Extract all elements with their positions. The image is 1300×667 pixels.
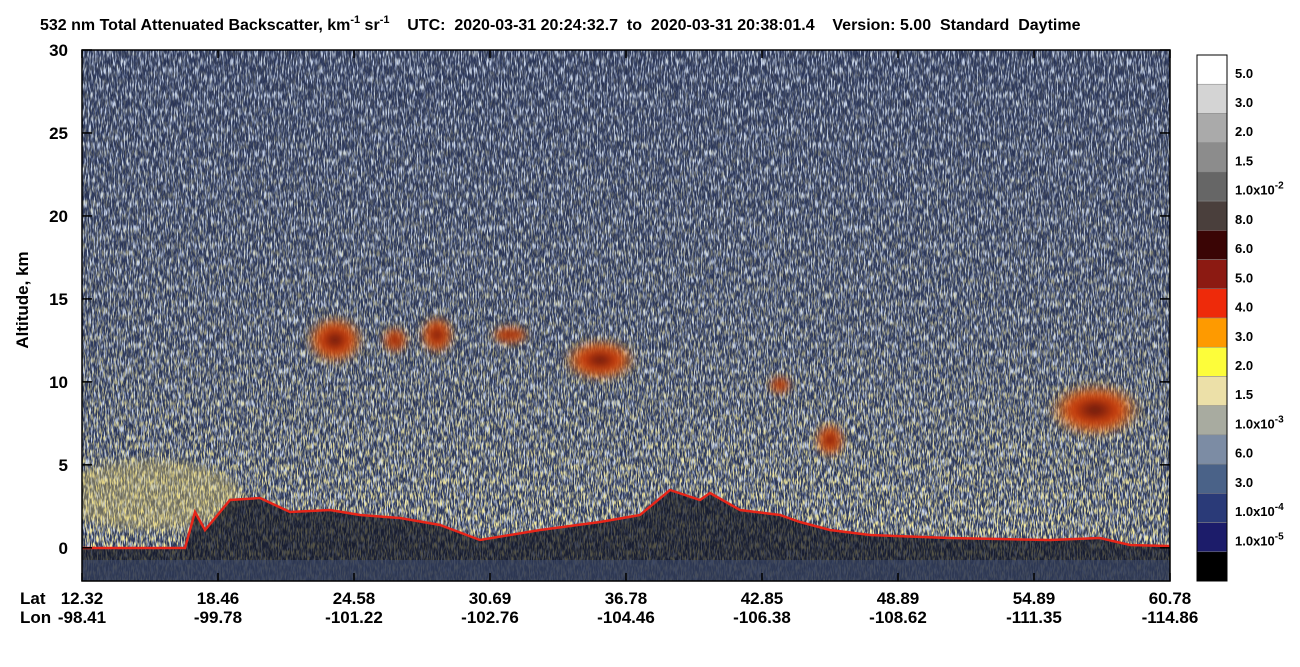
aerosol-layer — [82, 460, 240, 530]
image-aerosol — [82, 50, 1170, 581]
ground — [82, 490, 1170, 581]
colorbar-frame — [1196, 54, 1228, 582]
clouds — [305, 315, 1143, 458]
colorbar-label-text: 3.0 — [1235, 95, 1253, 110]
colorbar-bin — [1196, 54, 1228, 85]
colorbar-label: 1.0x10-5 — [1235, 531, 1284, 548]
surface-return — [82, 488, 1170, 550]
colorbar-label: 5.0 — [1235, 270, 1253, 285]
colorbar-label-text: 6.0 — [1235, 241, 1253, 256]
colorbar-bin — [1196, 551, 1228, 582]
x-tick-label: -104.46 — [597, 608, 655, 627]
colorbar-label: 6.0 — [1235, 241, 1253, 256]
colorbar-label-exponent: -2 — [1275, 181, 1284, 192]
colorbar-label: 3.0 — [1235, 329, 1253, 344]
colorbar-label-text: 1.0x10 — [1235, 416, 1275, 431]
x-row-name: Lat — [20, 589, 46, 608]
colorbar-bin — [1196, 522, 1228, 553]
chart-title: 532 nm Total Attenuated Backscatter, km-… — [40, 14, 1081, 34]
x-row-name: Lon — [20, 608, 51, 627]
y-tick-label: 25 — [49, 124, 68, 143]
colorbar-label-text: 1.0x10 — [1235, 533, 1275, 548]
title-part: UTC: 2020-03-31 20:24:32.7 to 2020-03-31… — [389, 17, 1080, 34]
colorbar-label-text: 1.0x10 — [1235, 504, 1275, 519]
y-tick-label: 5 — [59, 456, 68, 475]
colorbar-label-text: 6.0 — [1235, 446, 1253, 461]
x-tick-label: -102.76 — [461, 608, 519, 627]
colorbar-bin — [1196, 317, 1228, 348]
colorbar-bin — [1196, 230, 1228, 260]
colorbar-label: 2.0 — [1235, 358, 1253, 373]
colorbar-bin — [1196, 200, 1228, 231]
y-tick-label: 20 — [49, 207, 68, 226]
x-tick-label: -101.22 — [325, 608, 383, 627]
colorbar-bin — [1196, 259, 1228, 290]
title-part: 532 nm Total Attenuated Backscatter, km — [40, 17, 350, 34]
colorbar-label-text: 5.0 — [1235, 270, 1253, 285]
colorbar-label: 2.0 — [1235, 124, 1253, 139]
colorbar-label: 1.0x10-3 — [1235, 414, 1284, 431]
colorbar-label-text: 3.0 — [1235, 329, 1253, 344]
colorbar-bin — [1196, 83, 1228, 114]
colorbar-label-text: 3.0 — [1235, 475, 1253, 490]
colorbar-label-text: 1.5 — [1235, 153, 1253, 168]
colorbar-bin — [1196, 142, 1228, 173]
colorbar-label-text: 1.0x10 — [1235, 183, 1275, 198]
colorbar-label-exponent: -4 — [1275, 502, 1284, 513]
x-tick-label: -106.38 — [733, 608, 791, 627]
colorbar-label: 5.0 — [1235, 66, 1253, 81]
colorbar-label: 1.0x10-2 — [1235, 181, 1284, 198]
x-tick-label: 24.58 — [333, 589, 376, 608]
title-superscript: -1 — [350, 14, 360, 26]
x-tick-label: -111.35 — [1006, 608, 1062, 627]
colorbar-bin — [1196, 493, 1228, 523]
y-tick-label: 10 — [49, 373, 68, 392]
title-superscript: -1 — [380, 14, 390, 26]
x-tick-label: -99.78 — [194, 608, 242, 627]
colorbar-bin — [1196, 434, 1228, 465]
x-tick-label: 60.78 — [1149, 589, 1192, 608]
x-tick-label: 42.85 — [741, 589, 784, 608]
x-tick-label: 36.78 — [605, 589, 648, 608]
colorbar-label: 1.5 — [1235, 387, 1253, 402]
y-tick-label: 15 — [49, 290, 68, 309]
colorbar-bin — [1196, 376, 1228, 406]
colorbar-bin — [1196, 463, 1228, 494]
y-tick-label: 0 — [59, 539, 68, 558]
colorbar-label: 6.0 — [1235, 446, 1253, 461]
colorbar-bin — [1196, 405, 1228, 436]
x-tick-label: 30.69 — [469, 589, 512, 608]
colorbar-label: 1.0x10-4 — [1235, 502, 1284, 519]
colorbar-label-text: 4.0 — [1235, 300, 1253, 315]
colorbar-label-text: 1.5 — [1235, 387, 1253, 402]
colorbar-label: 8.0 — [1235, 212, 1253, 227]
colorbar-label: 3.0 — [1235, 475, 1253, 490]
colorbar-bin — [1196, 171, 1228, 202]
x-tick-label: 54.89 — [1013, 589, 1056, 608]
colorbar-bin — [1196, 288, 1228, 319]
x-tick-label: 48.89 — [877, 589, 920, 608]
backscatter-image — [82, 50, 1170, 581]
colorbar-bin — [1196, 346, 1228, 377]
title-part: sr — [360, 17, 380, 34]
colorbar-label-text: 5.0 — [1235, 66, 1253, 81]
x-tick-label: 18.46 — [197, 589, 240, 608]
y-tick-label: 30 — [49, 41, 68, 60]
x-tick-label: -114.86 — [1142, 608, 1199, 627]
colorbar-label-exponent: -5 — [1275, 531, 1284, 542]
x-tick-label: -108.62 — [869, 608, 927, 627]
colorbar-label-text: 8.0 — [1235, 212, 1253, 227]
colorbar-bin — [1196, 113, 1228, 143]
colorbar-label: 1.5 — [1235, 153, 1253, 168]
colorbar-label-text: 2.0 — [1235, 358, 1253, 373]
colorbar-label: 4.0 — [1235, 300, 1253, 315]
colorbar-label-exponent: -3 — [1275, 414, 1284, 425]
colorbar-label-text: 2.0 — [1235, 124, 1253, 139]
colorbar-label: 3.0 — [1235, 95, 1253, 110]
x-tick-label: 12.32 — [61, 589, 104, 608]
y-axis-label: Altitude, km — [13, 251, 32, 348]
x-tick-label: -98.41 — [58, 608, 106, 627]
